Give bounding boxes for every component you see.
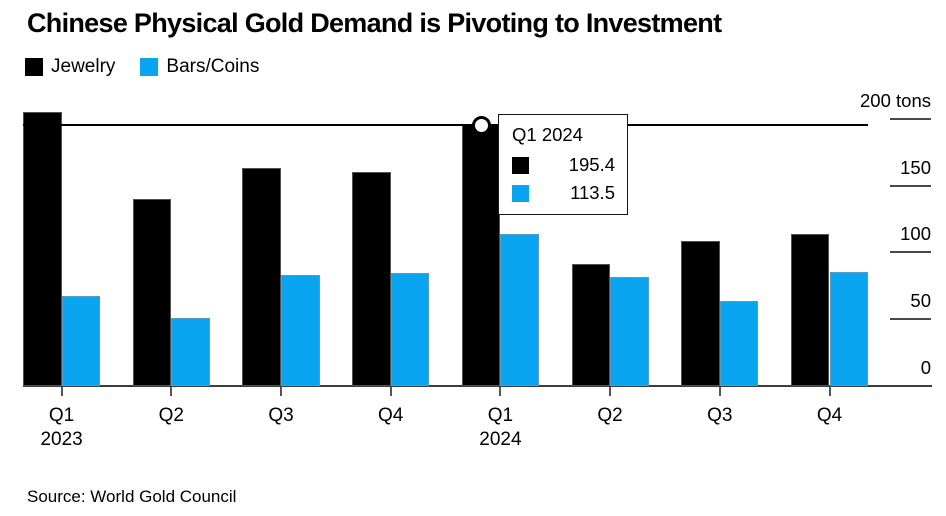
x-axis-tick-q3-2024: [718, 387, 721, 396]
y-axis-label-150: 150: [900, 156, 931, 178]
bar-bars-coins-q2-2024[interactable]: [610, 277, 649, 386]
bar-bars-coins-q4-2024[interactable]: [829, 271, 869, 386]
x-axis-tick-q3-2023: [280, 387, 282, 396]
x-axis-baseline: [23, 385, 932, 387]
legend-item-bars-coins: Bars/Coins: [140, 56, 259, 78]
tooltip-title: Q1 2024: [512, 124, 583, 145]
x-axis-label-q1-2024: Q1: [487, 405, 514, 426]
tooltip-value-jewelry: 195.4: [568, 154, 615, 175]
bar-bars-coins-q3-2023[interactable]: [281, 275, 320, 386]
x-axis-label-q2-2024: Q2: [597, 405, 623, 426]
bar-bars-coins-q3-2024[interactable]: [719, 301, 759, 386]
y-axis-tick-100: [890, 251, 931, 254]
bar-jewelry-q4-2023[interactable]: [352, 172, 391, 386]
legend: Jewelry Bars/Coins: [25, 56, 259, 78]
tooltip-row-jewelry: 195.4: [512, 154, 615, 176]
x-axis-label-q1-2023: Q1: [48, 405, 75, 426]
tooltip-row-bars-coins: 113.5: [512, 182, 615, 204]
source-note: Source: World Gold Council: [27, 487, 237, 506]
x-axis-year-label-2023: 2023: [40, 429, 83, 450]
x-axis-label-q3-2023: Q3: [268, 405, 294, 426]
y-axis-label-50: 50: [910, 290, 931, 312]
bar-bars-coins-q1-2024[interactable]: [500, 234, 539, 386]
hover-point-marker: [471, 115, 491, 135]
legend-swatch-bars-coins: [140, 58, 159, 76]
x-axis-label-q4-2024: Q4: [816, 405, 843, 426]
tooltip-swatch-bars-coins: [512, 184, 529, 202]
bar-jewelry-q3-2024[interactable]: [681, 241, 720, 386]
legend-swatch-jewelry: [25, 58, 43, 76]
x-axis-tick-q4-2024: [828, 387, 831, 396]
x-axis-tick-q2-2023: [170, 387, 173, 396]
bar-jewelry-q2-2023[interactable]: [132, 199, 172, 386]
bar-bars-coins-q1-2023[interactable]: [61, 295, 101, 386]
legend-label-bars-coins: Bars/Coins: [166, 56, 260, 77]
chart-title: Chinese Physical Gold Demand is Pivoting…: [27, 8, 722, 38]
x-axis-label-q2-2023: Q2: [158, 405, 184, 426]
legend-item-jewelry: Jewelry: [25, 56, 115, 78]
bar-jewelry-q1-2023[interactable]: [23, 112, 62, 386]
y-axis-tick-200: [890, 117, 931, 120]
hover-crosshair-line: [23, 124, 869, 126]
x-axis-tick-q1-2024: [499, 387, 502, 396]
y-axis-tick-50: [890, 318, 931, 321]
y-axis-label-0: 0: [920, 357, 931, 378]
x-axis-tick-q4-2023: [389, 387, 392, 396]
bar-jewelry-q1-2024[interactable]: [461, 125, 501, 386]
bar-bars-coins-q4-2023[interactable]: [390, 273, 430, 386]
bar-jewelry-q2-2024[interactable]: [571, 263, 611, 386]
tooltip-value-bars-coins: 113.5: [570, 182, 615, 203]
x-axis-tick-q1-2023: [60, 387, 63, 396]
bar-bars-coins-q2-2023[interactable]: [171, 317, 210, 386]
bar-jewelry-q3-2023[interactable]: [242, 168, 281, 386]
y-axis-tick-150: [890, 184, 931, 187]
x-axis-label-q4-2023: Q4: [378, 405, 404, 426]
x-axis-year-label-2024: 2024: [479, 429, 522, 450]
tooltip: Q1 2024 195.4 113.5: [498, 114, 628, 215]
y-axis-label-100: 100: [900, 223, 931, 245]
tooltip-swatch-jewelry: [512, 156, 529, 174]
legend-label-jewelry: Jewelry: [51, 56, 116, 77]
x-axis-tick-q2-2024: [609, 387, 612, 396]
x-axis-label-q3-2024: Q3: [707, 405, 733, 426]
y-axis-label-200: 200 tons: [860, 89, 931, 111]
bar-jewelry-q4-2024[interactable]: [790, 234, 830, 386]
